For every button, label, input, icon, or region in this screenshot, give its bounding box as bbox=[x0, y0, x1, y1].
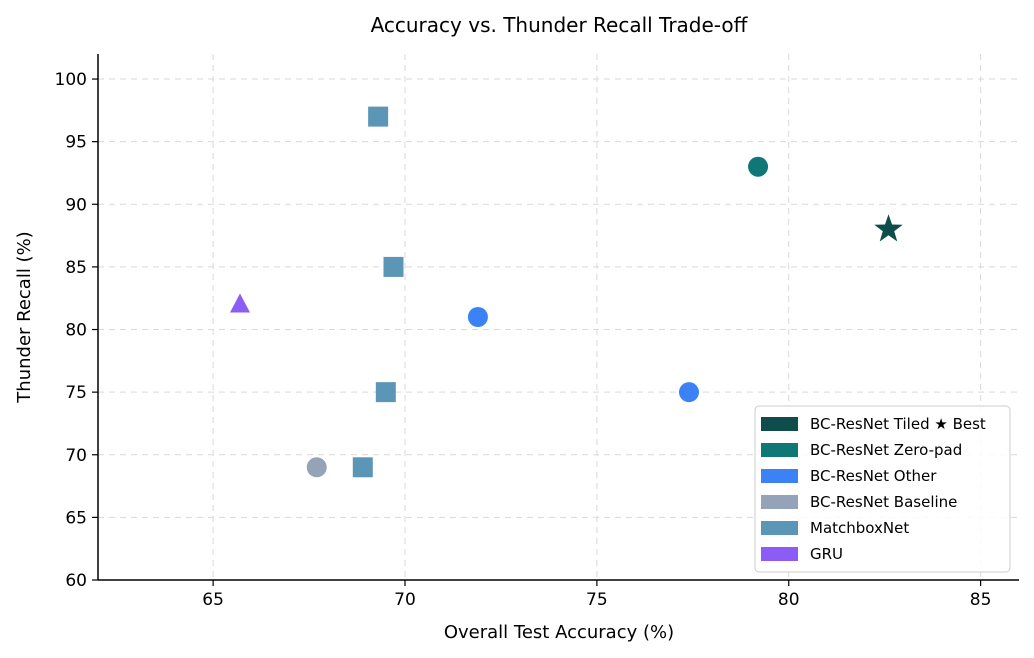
legend-frame bbox=[754, 405, 1011, 573]
legend-swatch bbox=[761, 469, 798, 483]
y-tick-label: 75 bbox=[65, 383, 87, 403]
data-point bbox=[306, 457, 327, 478]
legend: BC-ResNet Tiled ★ Best BC-ResNet Zero-pad… bbox=[754, 405, 1011, 573]
x-axis-label: Overall Test Accuracy (%) bbox=[444, 622, 674, 643]
y-axis-label: Thunder Recall (%) bbox=[14, 231, 35, 403]
y-tick-label: 95 bbox=[65, 133, 87, 153]
y-tick-label: 70 bbox=[65, 446, 87, 466]
x-tick-label: 85 bbox=[970, 590, 992, 610]
legend-swatch bbox=[761, 417, 798, 431]
legend-swatch bbox=[761, 521, 798, 535]
y-tick-label: 80 bbox=[65, 321, 87, 341]
data-point bbox=[748, 156, 769, 177]
axis-ticks: 65 70 75 80 85 60 65 70 75 80 85 90 95 100 bbox=[55, 70, 992, 610]
x-tick-label: 70 bbox=[394, 590, 416, 610]
legend-label: BC-ResNet Tiled ★ Best bbox=[810, 415, 986, 433]
legend-swatch bbox=[761, 495, 798, 509]
legend-label: BC-ResNet Zero-pad bbox=[810, 441, 962, 459]
x-tick-label: 80 bbox=[778, 590, 800, 610]
legend-swatch bbox=[761, 443, 798, 457]
data-point bbox=[368, 106, 389, 127]
data-point bbox=[874, 214, 903, 242]
x-tick-label: 65 bbox=[202, 590, 224, 610]
data-point bbox=[678, 382, 699, 403]
data-point bbox=[467, 307, 488, 327]
legend-label: MatchboxNet bbox=[810, 519, 909, 537]
data-point bbox=[375, 382, 396, 403]
y-tick-label: 60 bbox=[65, 571, 87, 591]
legend-swatch bbox=[761, 547, 798, 561]
legend-label: BC-ResNet Baseline bbox=[810, 493, 957, 511]
y-tick-label: 100 bbox=[55, 70, 87, 90]
chart-title: Accuracy vs. Thunder Recall Trade-off bbox=[371, 13, 749, 37]
data-points bbox=[229, 106, 903, 478]
data-point bbox=[229, 293, 250, 313]
y-tick-label: 65 bbox=[65, 508, 87, 528]
y-tick-label: 90 bbox=[65, 195, 87, 215]
legend-label: BC-ResNet Other bbox=[810, 467, 937, 485]
legend-label: GRU bbox=[810, 545, 843, 563]
x-tick-label: 75 bbox=[586, 590, 608, 610]
data-point bbox=[383, 256, 404, 277]
data-point bbox=[352, 457, 373, 478]
y-tick-label: 85 bbox=[65, 258, 87, 278]
